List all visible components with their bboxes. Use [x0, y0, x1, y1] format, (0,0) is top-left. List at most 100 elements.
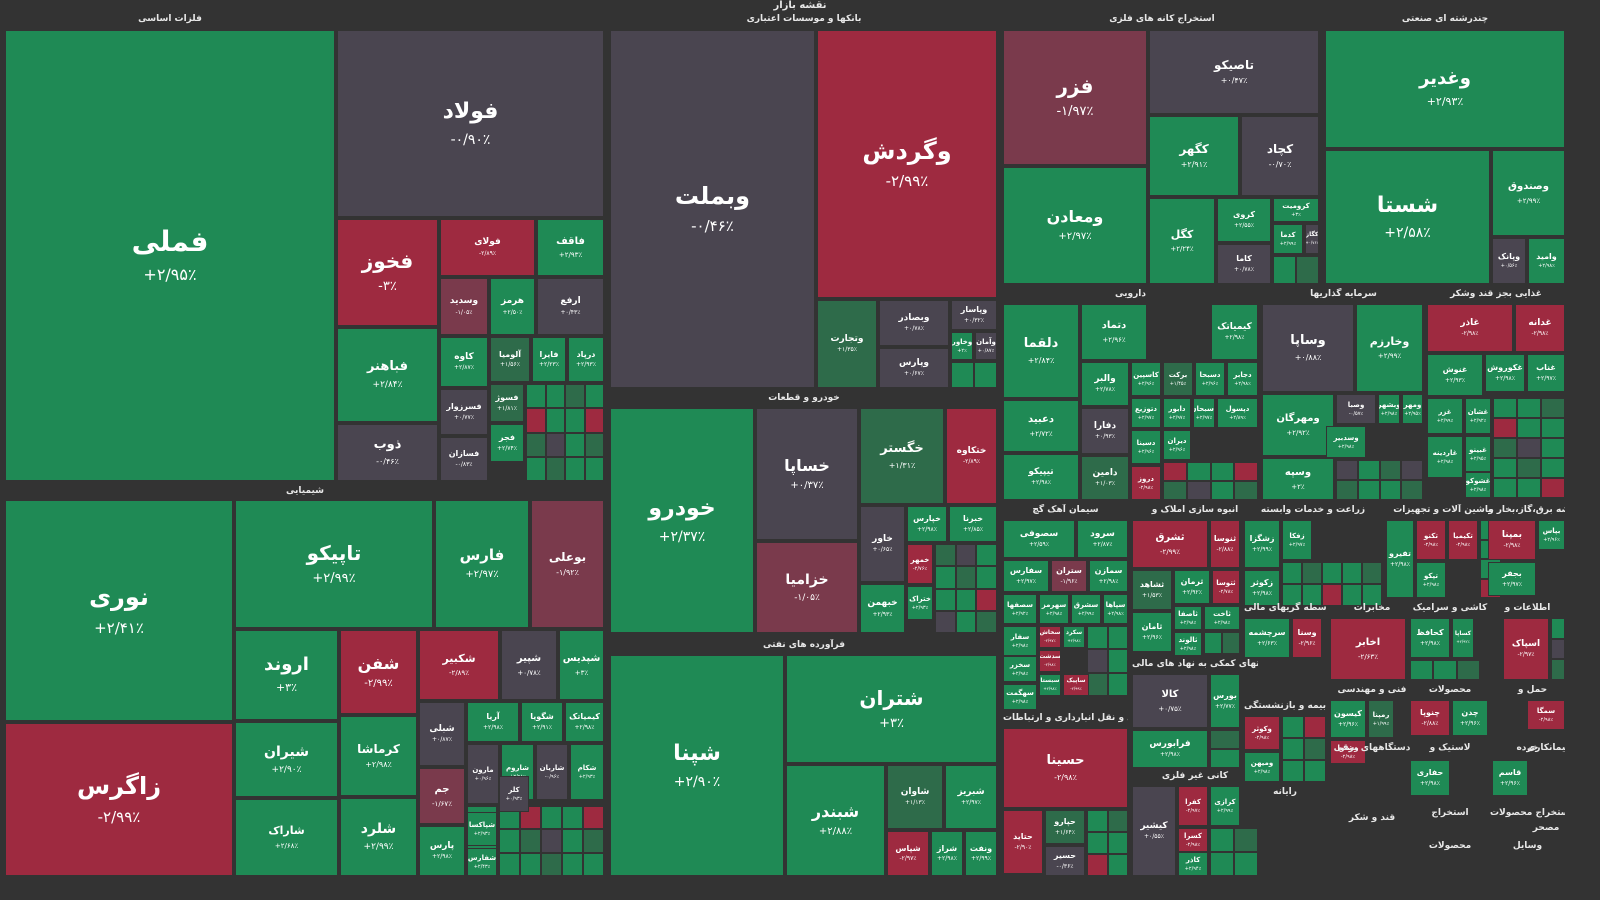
- stock-tile[interactable]: دعبید +۲/۷۲٪: [1003, 400, 1079, 452]
- treemap-small-tile[interactable]: [974, 362, 997, 388]
- stock-tile[interactable]: ثشرق -۲/۹۹٪: [1132, 520, 1208, 568]
- stock-tile[interactable]: جم -۱/۶۷٪: [419, 768, 465, 824]
- treemap-small-tile[interactable]: [526, 384, 546, 409]
- stock-tile[interactable]: کساپا +۲/۹۲٪: [1452, 618, 1474, 658]
- stock-tile[interactable]: ساپیک -۲/۹۹٪: [1063, 674, 1089, 696]
- stock-tile[interactable]: شاربان -۰/۹۶٪: [536, 744, 568, 800]
- stock-tile[interactable]: زکوثر +۲/۹۸٪: [1244, 570, 1280, 606]
- stock-tile[interactable]: شکام +۲/۹۳٪: [570, 744, 604, 800]
- stock-tile[interactable]: چدن +۲/۹۶٪: [1452, 700, 1488, 736]
- stock-tile[interactable]: برکت +۱/۴۵٪: [1163, 362, 1193, 396]
- treemap-small-tile[interactable]: [1357, 460, 1380, 480]
- treemap-small-tile[interactable]: [1541, 438, 1565, 458]
- stock-tile[interactable]: فسرزوار +۰/۷۷٪: [440, 389, 488, 435]
- treemap-small-tile[interactable]: [1493, 438, 1517, 458]
- stock-tile[interactable]: اروند +۳٪: [235, 630, 338, 720]
- stock-tile[interactable]: ونفت +۲/۹۹٪: [965, 831, 997, 876]
- stock-tile[interactable]: غاذر -۲/۹۸٪: [1427, 304, 1513, 352]
- stock-tile[interactable]: اخابر -۲/۶۳٪: [1330, 618, 1406, 680]
- treemap-small-tile[interactable]: [1541, 478, 1565, 498]
- stock-tile[interactable]: کاوه +۲/۸۷٪: [440, 337, 488, 387]
- treemap-small-tile[interactable]: [1107, 672, 1128, 696]
- treemap-small-tile[interactable]: [1342, 584, 1362, 606]
- stock-tile[interactable]: بمپنا -۲/۹۸٪: [1488, 520, 1536, 560]
- stock-tile[interactable]: سمگا -۲/۹۸٪: [1527, 700, 1565, 730]
- treemap-small-tile[interactable]: [1379, 480, 1402, 500]
- treemap-small-tile[interactable]: [1204, 632, 1222, 654]
- treemap-small-tile[interactable]: [565, 432, 585, 457]
- stock-tile[interactable]: کالا +۰/۷۵٪: [1132, 674, 1208, 728]
- treemap-small-tile[interactable]: [955, 544, 977, 567]
- stock-tile[interactable]: شبلی +۰/۸۷٪: [419, 702, 465, 766]
- treemap-small-tile[interactable]: [1163, 462, 1187, 481]
- treemap-small-tile[interactable]: [1210, 730, 1240, 749]
- stock-tile[interactable]: رمپنا +۱/۹۹٪: [1368, 700, 1394, 738]
- stock-tile[interactable]: درپاد +۲/۹۳٪: [568, 337, 604, 382]
- stock-tile[interactable]: غزر +۲/۹۹٪: [1427, 398, 1463, 434]
- stock-tile[interactable]: وغدیر +۲/۹۳٪: [1325, 30, 1565, 148]
- treemap-small-tile[interactable]: [1342, 562, 1362, 584]
- stock-tile[interactable]: غنوش +۲/۹۳٪: [1427, 354, 1483, 396]
- stock-tile[interactable]: سکرد +۲/۹۸٪: [1063, 626, 1085, 648]
- stock-tile[interactable]: شکبیر -۲/۸۹٪: [419, 630, 499, 700]
- stock-tile[interactable]: خزامیا -۱/۰۵٪: [756, 542, 858, 633]
- treemap-small-tile[interactable]: [935, 588, 956, 611]
- stock-tile[interactable]: حپارو +۱/۶۴٪: [1045, 810, 1085, 844]
- stock-tile[interactable]: شلرد +۲/۹۹٪: [340, 798, 417, 876]
- stock-tile[interactable]: سصوفی +۲/۵۹٪: [1003, 520, 1075, 558]
- stock-tile[interactable]: دامین +۱/۰۳٪: [1081, 456, 1129, 500]
- treemap-small-tile[interactable]: [584, 456, 604, 481]
- treemap-small-tile[interactable]: [584, 432, 604, 457]
- stock-tile[interactable]: خودرو +۲/۳۷٪: [610, 408, 754, 633]
- stock-tile[interactable]: سخزر +۲/۹۸٪: [1003, 656, 1037, 682]
- treemap-small-tile[interactable]: [1493, 458, 1517, 478]
- stock-tile[interactable]: خبهمن +۲/۹۳٪: [860, 584, 905, 633]
- stock-tile[interactable]: سمازن +۲/۹۸٪: [1089, 560, 1128, 592]
- treemap-small-tile[interactable]: [1362, 584, 1382, 606]
- treemap-small-tile[interactable]: [583, 829, 604, 853]
- treemap-small-tile[interactable]: [1282, 760, 1304, 782]
- stock-tile[interactable]: وخاور +۲٪: [951, 332, 973, 360]
- stock-tile[interactable]: فخوز -۳٪: [337, 219, 438, 326]
- stock-tile[interactable]: وپانک +۰/۵۶٪: [1492, 238, 1526, 284]
- treemap-small-tile[interactable]: [976, 610, 997, 633]
- stock-tile[interactable]: شپدیس +۳٪: [559, 630, 604, 700]
- treemap-small-tile[interactable]: [583, 806, 604, 830]
- stock-tile[interactable]: وسنا -۲/۹۶٪: [1292, 618, 1322, 658]
- stock-tile[interactable]: ثامان +۲/۹۶٪: [1132, 612, 1172, 652]
- stock-tile[interactable]: دسینا +۲/۹۶٪: [1131, 430, 1161, 464]
- treemap-small-tile[interactable]: [1541, 458, 1565, 478]
- stock-tile[interactable]: دابور +۲/۹۷٪: [1163, 398, 1191, 428]
- treemap-small-tile[interactable]: [1304, 760, 1326, 782]
- treemap-small-tile[interactable]: [976, 588, 997, 611]
- treemap-small-tile[interactable]: [584, 384, 604, 409]
- stock-tile[interactable]: وسدید -۱/۰۵٪: [440, 278, 488, 335]
- treemap-small-tile[interactable]: [1304, 738, 1326, 760]
- stock-tile[interactable]: فولای -۲/۸۹٪: [440, 219, 535, 276]
- stock-tile[interactable]: کرماشا +۲/۹۸٪: [340, 716, 417, 796]
- treemap-small-tile[interactable]: [935, 610, 956, 633]
- stock-tile[interactable]: کرازی +۲/۹۹٪: [1210, 786, 1240, 826]
- stock-tile[interactable]: ومعادن +۲/۹۷٪: [1003, 167, 1147, 284]
- stock-tile[interactable]: کیمیاتک +۲/۹۸٪: [1211, 304, 1258, 360]
- stock-tile[interactable]: وساپا +۰/۸۸٪: [1262, 304, 1354, 392]
- treemap-small-tile[interactable]: [1302, 584, 1322, 606]
- treemap-small-tile[interactable]: [976, 544, 997, 567]
- stock-tile[interactable]: تکنو -۲/۹۸٪: [1416, 520, 1446, 560]
- stock-tile[interactable]: کسرا -۲/۹۸٪: [1178, 828, 1208, 852]
- treemap-small-tile[interactable]: [951, 362, 974, 388]
- stock-tile[interactable]: غاردینه +۲/۹۸٪: [1427, 436, 1463, 478]
- stock-tile[interactable]: سفارس +۲/۹۷٪: [1003, 560, 1049, 592]
- stock-tile[interactable]: وتجارت +۱/۳۵٪: [817, 300, 877, 388]
- stock-tile[interactable]: سفار +۲/۹۸٪: [1003, 626, 1037, 656]
- stock-tile[interactable]: فسوژ +۱/۸۱٪: [490, 384, 524, 422]
- stock-tile[interactable]: کاما +۰/۷۸٪: [1217, 244, 1271, 284]
- treemap-small-tile[interactable]: [1541, 418, 1565, 438]
- treemap-small-tile[interactable]: [1456, 660, 1480, 680]
- stock-tile[interactable]: تپکو +۲/۹۸٪: [1416, 562, 1446, 598]
- treemap-small-tile[interactable]: [1322, 584, 1342, 606]
- stock-tile[interactable]: تاصیکو +۰/۴۷٪: [1149, 30, 1319, 114]
- treemap-small-tile[interactable]: [1186, 481, 1211, 500]
- treemap-small-tile[interactable]: [562, 806, 583, 830]
- treemap-small-tile[interactable]: [1087, 626, 1108, 650]
